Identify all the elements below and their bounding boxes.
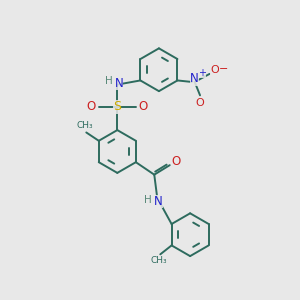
Text: O: O (139, 100, 148, 113)
Text: +: + (198, 68, 206, 78)
Text: O: O (210, 65, 219, 75)
Text: CH₃: CH₃ (151, 256, 167, 266)
Text: O: O (172, 155, 181, 168)
Text: −: − (219, 64, 228, 74)
Text: S: S (113, 100, 121, 113)
Text: O: O (196, 98, 204, 108)
Text: N: N (190, 73, 199, 85)
Text: CH₃: CH₃ (76, 122, 93, 130)
Text: N: N (154, 195, 163, 208)
Text: H: H (104, 76, 112, 86)
Text: H: H (144, 195, 152, 205)
Text: O: O (87, 100, 96, 113)
Text: N: N (114, 76, 123, 90)
